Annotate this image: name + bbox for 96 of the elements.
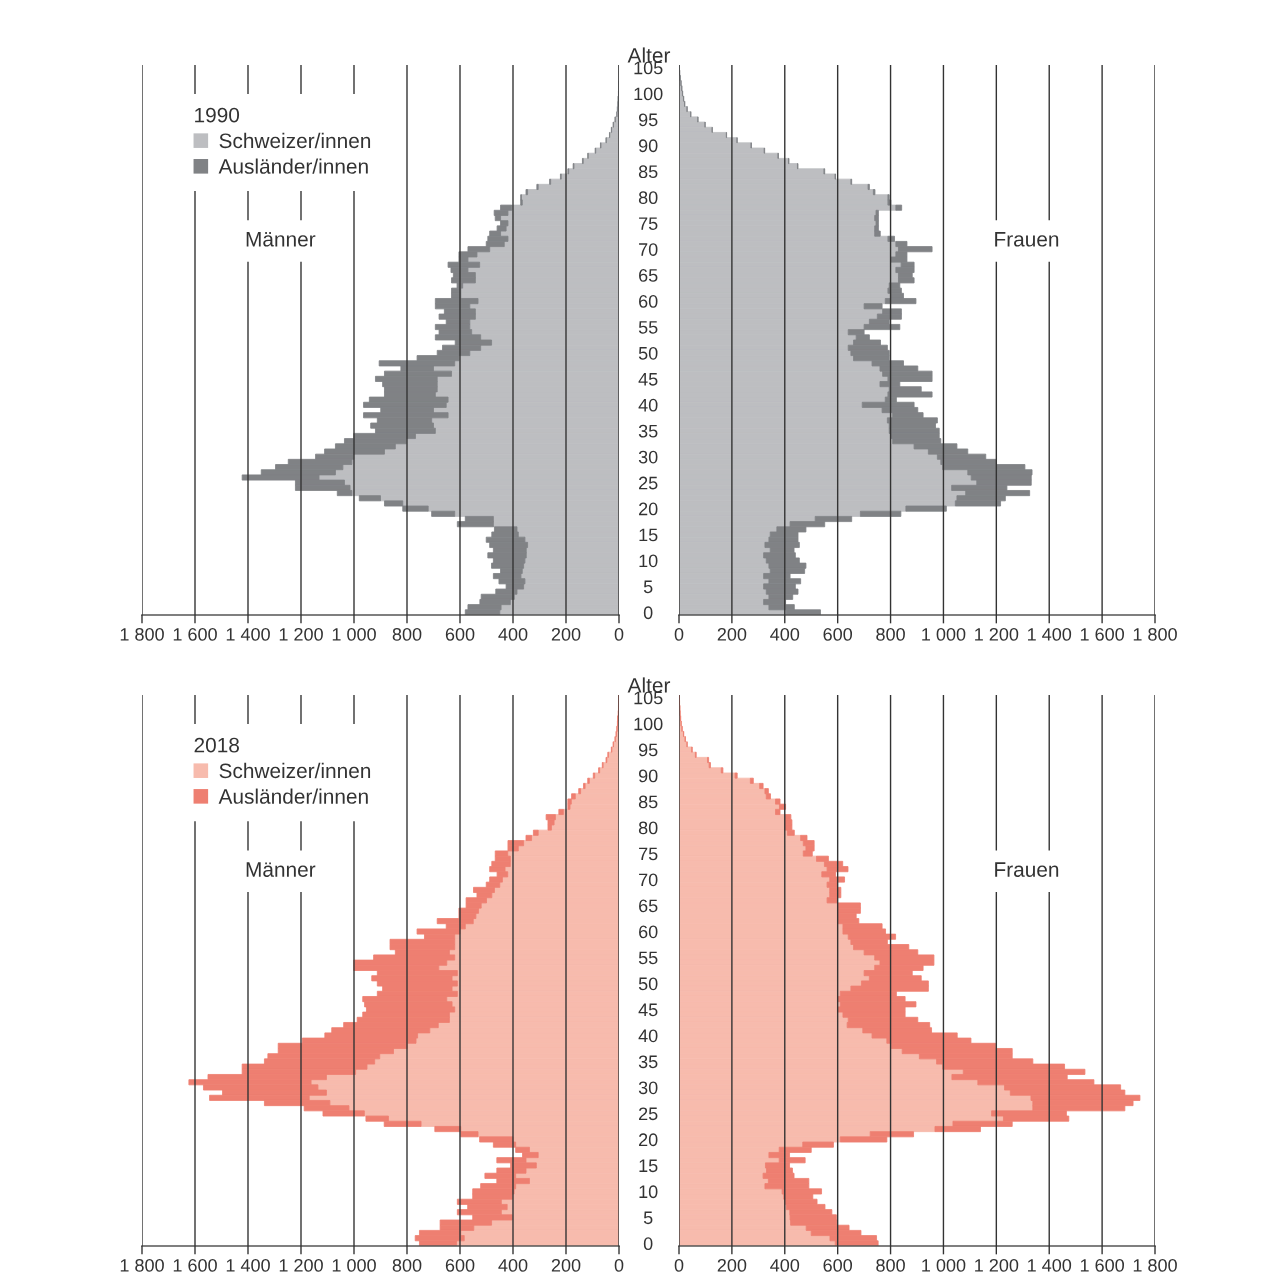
y-tick-label: 15 [639, 528, 658, 542]
y-tick-label: 95 [638, 113, 658, 127]
x-tick-label: 1 600 [173, 627, 217, 641]
y-tick-label: 60 [639, 925, 658, 939]
y-tick-label: 25 [639, 1107, 658, 1121]
annotation: Frauen [995, 232, 1059, 247]
y-tick-label: 60 [639, 295, 658, 308]
x-tick-label: 1 200 [975, 1258, 1019, 1272]
y-tick-label: 10 [639, 1185, 658, 1199]
x-tick-label: 0 [614, 1258, 624, 1272]
x-tick-label: 1 200 [279, 1258, 323, 1272]
legend-title: 1990 [195, 107, 240, 123]
y-tick-label: 35 [638, 1055, 658, 1069]
y-tick-label: 70 [639, 243, 658, 256]
x-tick-label: 200 [717, 1258, 747, 1272]
x-tick-label: 600 [445, 1258, 475, 1272]
y-tick-label: 20 [639, 1133, 658, 1147]
y-tick-label: 25 [639, 476, 658, 490]
y-tick-label: 90 [638, 139, 658, 153]
x-tick-label: 1 400 [1028, 627, 1072, 641]
y-tick-label: 70 [639, 873, 658, 887]
y-tick-label: 80 [638, 821, 658, 835]
y-tick-label: 65 [639, 269, 658, 282]
x-tick-label: 1 200 [975, 627, 1019, 641]
x-tick-label: 200 [551, 1258, 581, 1272]
y-tick-label: 75 [639, 847, 658, 861]
x-tick-label: 800 [876, 1258, 905, 1272]
y-tick-label: 40 [638, 398, 658, 412]
x-tick-label: 0 [674, 627, 684, 641]
x-tick-label: 400 [770, 627, 800, 641]
x-tick-label: 1 600 [173, 1258, 217, 1272]
x-tick-label: 600 [823, 1258, 853, 1272]
x-tick-label: 1 000 [332, 1258, 376, 1272]
y-tick-label: 55 [638, 321, 658, 334]
y-tick-label: 0 [643, 1237, 653, 1251]
y-tick-label: 50 [638, 977, 658, 991]
legend-label: Schweizer/innen [219, 132, 371, 149]
y-tick-label: 85 [638, 165, 658, 179]
y-tick-label: 30 [638, 450, 658, 464]
y-tick-label: 30 [638, 1081, 658, 1095]
legend-label: Ausländer/innen [218, 158, 368, 174]
x-tick-label: 1 000 [922, 627, 966, 641]
x-tick-label: 400 [498, 1258, 528, 1272]
y-tick-label: 45 [638, 1003, 658, 1017]
x-tick-label: 1 000 [922, 1258, 966, 1272]
y-axis-title: Alter [627, 47, 671, 63]
y-tick-label: 0 [643, 606, 653, 620]
y-tick-label: 5 [643, 1211, 653, 1225]
x-tick-label: 1 600 [1080, 627, 1124, 641]
x-tick-label: 1 000 [332, 627, 376, 641]
annotation: Männer [246, 862, 316, 877]
y-tick-label: 80 [638, 191, 658, 205]
y-axis-title: Alter [627, 677, 671, 693]
annotation: Männer [246, 232, 316, 247]
y-tick-label: 45 [638, 373, 658, 386]
x-tick-label: 600 [823, 627, 853, 641]
y-tick-label: 65 [639, 899, 658, 913]
y-tick-label: 100 [634, 717, 663, 731]
y-tick-label: 55 [638, 951, 658, 965]
x-tick-label: 600 [445, 627, 475, 641]
y-tick-label: 50 [638, 346, 658, 360]
y-tick-label: 105 [634, 691, 663, 705]
x-tick-label: 0 [674, 1258, 684, 1272]
legend-title: 2018 [194, 737, 239, 753]
x-tick-label: 1 800 [120, 627, 164, 641]
y-tick-label: 90 [638, 769, 658, 783]
y-tick-label: 100 [634, 87, 663, 101]
x-tick-label: 400 [770, 1258, 800, 1272]
y-tick-label: 15 [639, 1159, 658, 1173]
annotation: Frauen [995, 862, 1059, 877]
y-tick-label: 35 [638, 424, 658, 438]
y-tick-label: 40 [638, 1029, 658, 1043]
x-tick-label: 1 400 [226, 1258, 270, 1272]
x-tick-label: 1 800 [120, 1258, 164, 1272]
x-tick-label: 800 [392, 1258, 422, 1272]
x-tick-label: 0 [614, 627, 624, 641]
y-tick-label: 95 [638, 743, 658, 757]
x-tick-label: 200 [717, 627, 747, 641]
x-tick-label: 1 800 [1133, 627, 1177, 641]
y-tick-label: 85 [638, 795, 658, 809]
y-tick-label: 5 [643, 580, 653, 594]
x-tick-label: 1 200 [279, 627, 323, 641]
x-tick-label: 1 400 [1028, 1258, 1072, 1272]
x-tick-label: 1 600 [1080, 1258, 1124, 1272]
y-tick-label: 105 [634, 61, 663, 75]
x-tick-label: 400 [498, 627, 528, 641]
legend-label: Ausländer/innen [218, 788, 368, 804]
x-tick-label: 1 800 [1133, 1258, 1177, 1272]
x-tick-label: 1 400 [226, 627, 270, 641]
x-tick-label: 800 [876, 627, 905, 641]
x-tick-label: 200 [551, 627, 581, 641]
y-tick-label: 10 [639, 554, 658, 568]
legend-label: Schweizer/innen [219, 762, 371, 779]
y-tick-label: 75 [639, 217, 658, 230]
y-tick-label: 20 [639, 502, 658, 516]
x-tick-label: 800 [392, 627, 422, 641]
